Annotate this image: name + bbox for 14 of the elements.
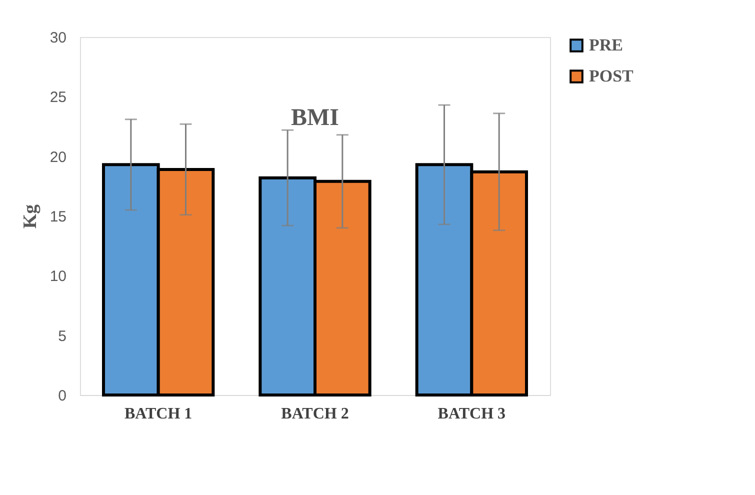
x-tick-label: BATCH 2 — [281, 406, 349, 422]
y-tick-label: 10 — [50, 268, 66, 286]
y-tick-label: 30 — [50, 30, 66, 46]
y-tick-label: 15 — [50, 208, 66, 226]
x-tick-label: BATCH 1 — [124, 406, 192, 422]
y-tick-label: 5 — [58, 328, 66, 345]
y-axis-title: Kg — [20, 204, 41, 229]
y-tick-label: 20 — [50, 148, 66, 166]
x-tick-label: BATCH 3 — [438, 406, 506, 422]
legend-label: POST — [589, 66, 634, 86]
y-tick-label: 25 — [50, 89, 66, 106]
y-tick-label: 0 — [58, 388, 66, 404]
legend-label: PRE — [589, 36, 623, 54]
text: BMI — [291, 105, 339, 131]
